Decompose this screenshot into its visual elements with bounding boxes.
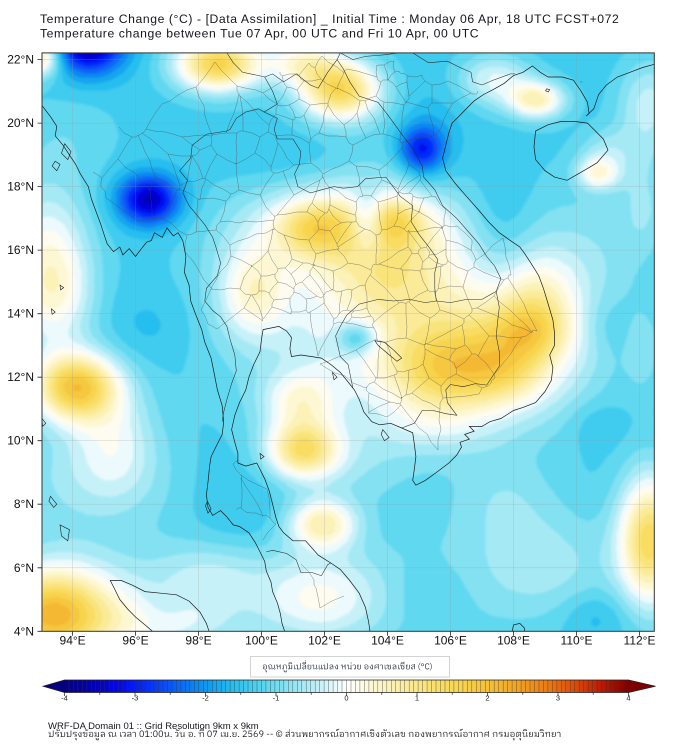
- svg-text:98°E: 98°E: [185, 634, 211, 648]
- svg-text:110°E: 110°E: [561, 634, 593, 648]
- svg-text:106°E: 106°E: [434, 634, 467, 648]
- svg-text:8°N: 8°N: [14, 497, 34, 511]
- svg-text:-3: -3: [132, 694, 139, 703]
- svg-text:4°N: 4°N: [14, 624, 34, 638]
- svg-text:-1: -1: [273, 694, 280, 703]
- svg-text:104°E: 104°E: [371, 634, 404, 648]
- svg-text:96°E: 96°E: [122, 634, 148, 648]
- svg-text:100°E: 100°E: [245, 634, 278, 648]
- svg-text:-2: -2: [202, 694, 209, 703]
- svg-text:102°E: 102°E: [308, 634, 341, 648]
- svg-text:WRF-DA Domain 01 :: Grid Resol: WRF-DA Domain 01 :: Grid Resolution 9km …: [48, 721, 259, 732]
- svg-text:14°N: 14°N: [7, 307, 34, 321]
- svg-text:4: 4: [626, 694, 630, 703]
- svg-text:6°N: 6°N: [14, 561, 34, 575]
- svg-text:16°N: 16°N: [7, 243, 34, 257]
- svg-text:-4: -4: [61, 694, 68, 703]
- svg-text:0: 0: [344, 694, 348, 703]
- svg-text:112°E: 112°E: [624, 634, 656, 648]
- svg-text:1: 1: [415, 694, 419, 703]
- svg-text:22°N: 22°N: [7, 53, 34, 67]
- svg-text:Temperature Change (°C) - [Dat: Temperature Change (°C) - [Data Assimila…: [40, 12, 619, 26]
- svg-text:10°N: 10°N: [7, 434, 34, 448]
- svg-text:108°E: 108°E: [497, 634, 530, 648]
- svg-text:12°N: 12°N: [7, 370, 34, 384]
- svg-text:3: 3: [556, 694, 560, 703]
- svg-text:2: 2: [485, 694, 489, 703]
- svg-text:20°N: 20°N: [7, 116, 34, 130]
- svg-text:18°N: 18°N: [7, 180, 34, 194]
- svg-text:94°E: 94°E: [60, 634, 86, 648]
- svg-text:Temperature change between Tue: Temperature change between Tue 07 Apr, 0…: [40, 26, 479, 40]
